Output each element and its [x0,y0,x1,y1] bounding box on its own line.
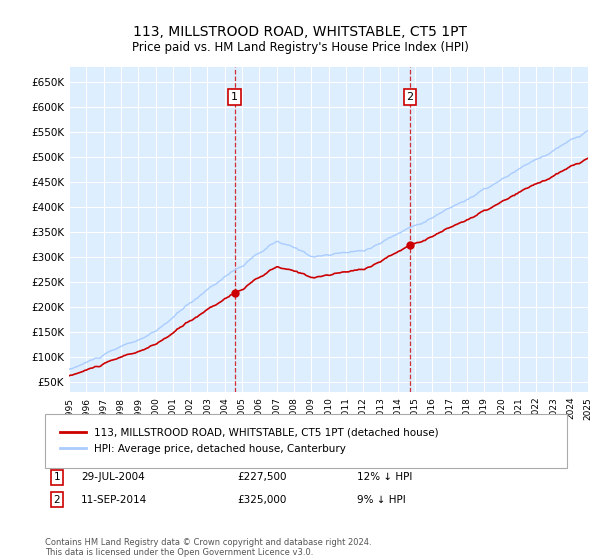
Text: 12% ↓ HPI: 12% ↓ HPI [357,472,412,482]
Text: 11-SEP-2014: 11-SEP-2014 [81,494,147,505]
Text: £325,000: £325,000 [237,494,286,505]
Text: £227,500: £227,500 [237,472,287,482]
FancyBboxPatch shape [45,414,567,468]
Text: 9% ↓ HPI: 9% ↓ HPI [357,494,406,505]
Text: 2: 2 [53,494,61,505]
Text: Contains HM Land Registry data © Crown copyright and database right 2024.
This d: Contains HM Land Registry data © Crown c… [45,538,371,557]
Text: 113, MILLSTROOD ROAD, WHITSTABLE, CT5 1PT: 113, MILLSTROOD ROAD, WHITSTABLE, CT5 1P… [133,25,467,39]
Text: 2: 2 [406,92,413,102]
Legend: 113, MILLSTROOD ROAD, WHITSTABLE, CT5 1PT (detached house), HPI: Average price, : 113, MILLSTROOD ROAD, WHITSTABLE, CT5 1P… [55,423,443,459]
Text: 1: 1 [53,472,61,482]
Text: 1: 1 [231,92,238,102]
Text: Price paid vs. HM Land Registry's House Price Index (HPI): Price paid vs. HM Land Registry's House … [131,41,469,54]
Text: 29-JUL-2004: 29-JUL-2004 [81,472,145,482]
